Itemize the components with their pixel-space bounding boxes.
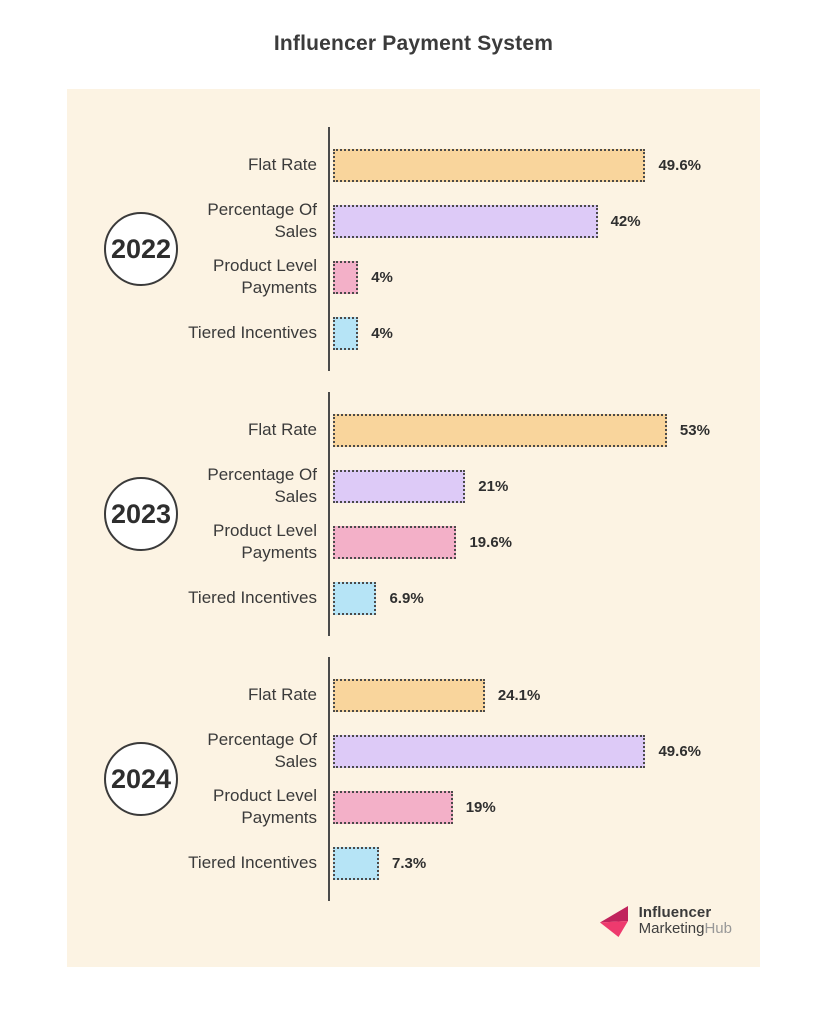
bar-tiered-incentives: [333, 581, 377, 615]
bar-rows: Flat Rate 49.6% Percentage Of Sales 42% Prod…: [178, 127, 760, 371]
category-label: Product Level Payments: [213, 786, 317, 827]
brand-name-hub: Hub: [704, 920, 732, 937]
arrow-left-icon: [599, 906, 628, 937]
year-group-2023: 2023 Flat Rate 53% Percentage Of Sales 21% Pr…: [67, 392, 760, 636]
year-badge: 2023: [104, 477, 178, 551]
bar-wrap: 49.6%: [328, 734, 702, 768]
value-label: 42%: [610, 212, 641, 230]
bar-row: Percentage Of Sales 21%: [178, 458, 760, 514]
bar-product-level-payments: [333, 790, 453, 824]
value-label: 24.1%: [497, 686, 541, 704]
bar-wrap: 6.9%: [328, 581, 424, 615]
bar-wrap: 49.6%: [328, 148, 702, 182]
bar-product-level-payments: [333, 260, 359, 294]
bar-rows: Flat Rate 53% Percentage Of Sales 21% Produc…: [178, 392, 760, 636]
brand-name-line1: Influencer: [638, 903, 712, 921]
value-label: 6.9%: [389, 589, 424, 607]
bar-percentage-of-sales: [333, 204, 598, 238]
year-badge-column: 2022: [67, 212, 178, 286]
chart-title: Influencer Payment System: [273, 32, 554, 55]
year-group-2022: 2022 Flat Rate 49.6% Percentage Of Sales 42%…: [67, 127, 760, 371]
bar-product-level-payments: [333, 525, 457, 559]
category-label: Flat Rate: [248, 155, 317, 175]
bar-row: Product Level Payments 4%: [178, 249, 760, 305]
year-badge-column: 2023: [67, 477, 178, 551]
bar-wrap: 19.6%: [328, 525, 513, 559]
bar-tiered-incentives: [333, 846, 379, 880]
value-label: 49.6%: [658, 156, 702, 174]
bar-wrap: 53%: [328, 413, 710, 447]
axis-line: [328, 127, 330, 371]
category-label: Tiered Incentives: [188, 853, 317, 873]
category-label: Percentage Of Sales: [207, 730, 317, 771]
value-label: 19%: [465, 798, 496, 816]
value-label: 19.6%: [469, 533, 513, 551]
chart-panel: 2022 Flat Rate 49.6% Percentage Of Sales 42%…: [67, 89, 760, 967]
brand-name-marketing: Marketing: [638, 920, 705, 937]
bar-wrap: 7.3%: [328, 846, 427, 880]
value-label: 4%: [371, 268, 393, 286]
bar-row: Flat Rate 49.6%: [178, 137, 760, 193]
bar-flat-rate: [333, 148, 646, 182]
brand-name-line2: MarketingHub: [638, 920, 732, 937]
bar-row: Percentage Of Sales 49.6%: [178, 723, 760, 779]
bar-row: Product Level Payments 19.6%: [178, 514, 760, 570]
bar-row: Tiered Incentives 7.3%: [178, 835, 760, 891]
bar-tiered-incentives: [333, 316, 359, 350]
bar-flat-rate: [333, 678, 485, 712]
bar-wrap: 21%: [328, 469, 509, 503]
bar-row: Tiered Incentives 4%: [178, 305, 760, 361]
category-label: Percentage Of Sales: [207, 200, 317, 241]
category-label: Percentage Of Sales: [207, 465, 317, 506]
category-label: Product Level Payments: [213, 521, 317, 562]
bar-row: Tiered Incentives 6.9%: [178, 570, 760, 626]
bar-wrap: 19%: [328, 790, 496, 824]
axis-line: [328, 392, 330, 636]
bar-rows: Flat Rate 24.1% Percentage Of Sales 49.6% Pr…: [178, 657, 760, 901]
brand-logo: Influencer MarketingHub: [597, 903, 732, 939]
value-label: 21%: [478, 477, 509, 495]
bar-row: Percentage Of Sales 42%: [178, 193, 760, 249]
year-group-2024: 2024 Flat Rate 24.1% Percentage Of Sales 49.…: [67, 657, 760, 901]
category-label: Product Level Payments: [213, 256, 317, 297]
year-groups-container: 2022 Flat Rate 49.6% Percentage Of Sales 42%…: [67, 127, 760, 901]
bar-row: Flat Rate 24.1%: [178, 667, 760, 723]
category-label: Flat Rate: [248, 420, 317, 440]
axis-line: [328, 657, 330, 901]
value-label: 4%: [371, 324, 393, 342]
bar-wrap: 4%: [328, 260, 393, 294]
year-badge: 2024: [104, 742, 178, 816]
value-label: 49.6%: [658, 742, 702, 760]
bar-percentage-of-sales: [333, 469, 466, 503]
brand-logo-text: Influencer MarketingHub: [638, 903, 732, 937]
year-badge-column: 2024: [67, 742, 178, 816]
category-label: Flat Rate: [248, 685, 317, 705]
category-label: Tiered Incentives: [188, 588, 317, 608]
value-label: 53%: [679, 421, 710, 439]
bar-wrap: 24.1%: [328, 678, 541, 712]
bar-wrap: 42%: [328, 204, 641, 238]
year-badge: 2022: [104, 212, 178, 286]
bar-wrap: 4%: [328, 316, 393, 350]
bar-row: Flat Rate 53%: [178, 402, 760, 458]
bar-row: Product Level Payments 19%: [178, 779, 760, 835]
bar-flat-rate: [333, 413, 667, 447]
value-label: 7.3%: [391, 854, 427, 872]
category-label: Tiered Incentives: [188, 323, 317, 343]
bar-percentage-of-sales: [333, 734, 646, 768]
